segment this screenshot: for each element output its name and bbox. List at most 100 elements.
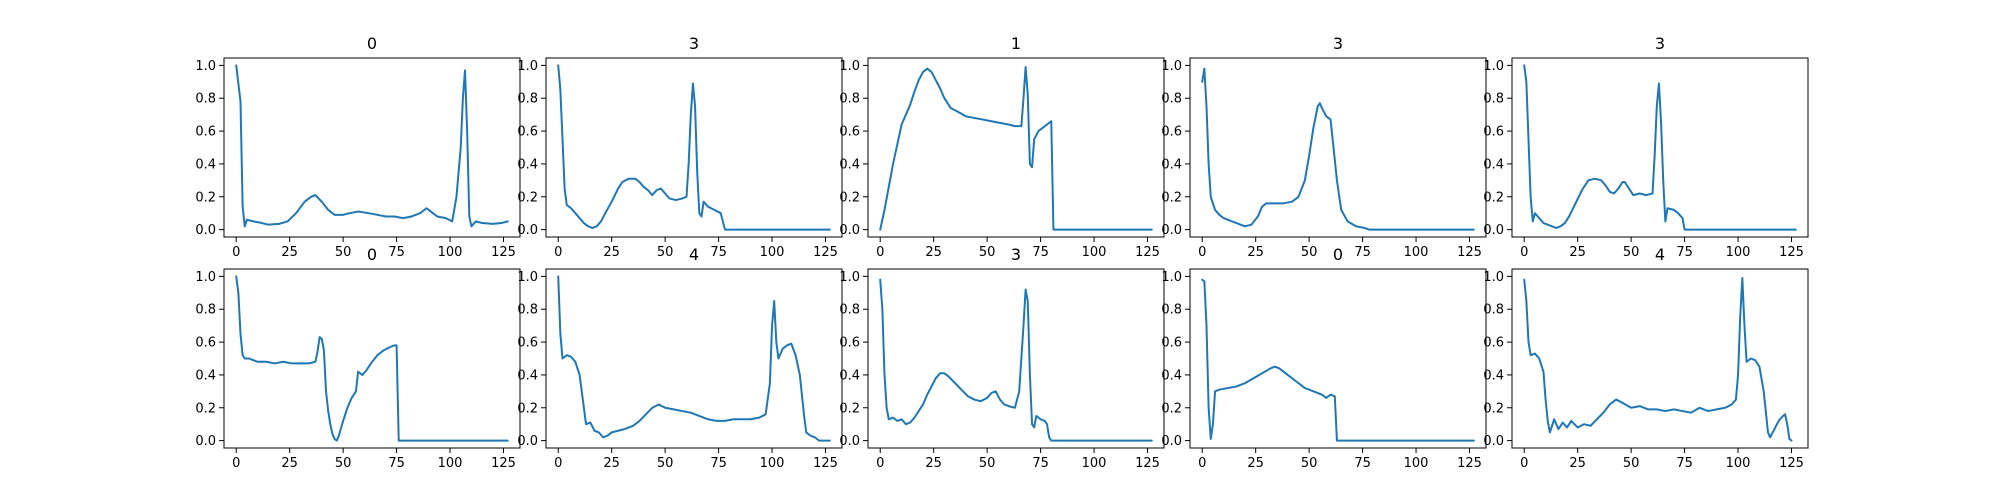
y-tick-label: 0.2 <box>1483 190 1504 205</box>
y-tick-label: 0.0 <box>839 434 860 449</box>
y-tick-label: 0.6 <box>1483 336 1504 351</box>
subplot-title: 0 <box>1333 245 1343 264</box>
x-tick-label: 50 <box>335 245 352 260</box>
y-tick-label: 0.8 <box>195 303 216 318</box>
y-tick-label: 0.2 <box>517 190 538 205</box>
x-tick-label: 50 <box>335 456 352 471</box>
y-tick-label: 0.6 <box>517 336 538 351</box>
y-tick-label: 0.4 <box>517 157 538 172</box>
y-tick-label: 0.6 <box>195 336 216 351</box>
x-tick-label: 0 <box>1520 245 1528 260</box>
x-tick-label: 50 <box>979 245 996 260</box>
x-tick-label: 125 <box>491 456 516 471</box>
y-tick-label: 0.6 <box>517 125 538 140</box>
x-tick-label: 50 <box>979 456 996 471</box>
subplot-title: 0 <box>367 245 377 264</box>
x-tick-label: 25 <box>281 456 298 471</box>
y-tick-label: 0.8 <box>839 303 860 318</box>
x-tick-label: 0 <box>232 245 240 260</box>
x-tick-label: 125 <box>1135 456 1160 471</box>
axes-frame <box>545 268 843 449</box>
y-tick-label: 0.4 <box>839 368 860 383</box>
y-tick-label: 0.4 <box>1161 157 1182 172</box>
y-tick-label: 0.2 <box>195 401 216 416</box>
y-tick-label: 0.0 <box>195 223 216 238</box>
axes-frame <box>545 57 843 238</box>
subplot-title: 4 <box>1655 245 1665 264</box>
axes-frame <box>1189 57 1487 238</box>
subplot-title: 0 <box>367 34 377 53</box>
x-tick-label: 125 <box>1779 456 1804 471</box>
subplot-title: 3 <box>1011 245 1021 264</box>
x-tick-label: 25 <box>603 456 620 471</box>
x-tick-label: 50 <box>657 456 674 471</box>
x-tick-label: 50 <box>657 245 674 260</box>
y-tick-label: 0.8 <box>1483 92 1504 107</box>
series-line <box>1201 278 1475 442</box>
x-tick-label: 0 <box>1198 456 1206 471</box>
y-tick-label: 0.0 <box>517 223 538 238</box>
y-tick-label: 1.0 <box>517 59 538 74</box>
x-tick-label: 75 <box>1032 245 1049 260</box>
x-tick-label: 100 <box>1082 245 1107 260</box>
x-tick-label: 125 <box>1457 456 1482 471</box>
y-tick-label: 0.8 <box>1161 303 1182 318</box>
x-tick-label: 25 <box>1569 245 1586 260</box>
axes-frame <box>1511 57 1809 238</box>
axes-frame <box>1511 268 1809 449</box>
y-tick-label: 0.8 <box>1483 303 1504 318</box>
y-tick-label: 0.6 <box>1161 125 1182 140</box>
y-tick-label: 0.6 <box>195 125 216 140</box>
y-tick-label: 1.0 <box>517 270 538 285</box>
series-line <box>557 275 831 442</box>
x-tick-label: 0 <box>554 245 562 260</box>
x-tick-label: 125 <box>813 456 838 471</box>
y-tick-label: 0.2 <box>1483 401 1504 416</box>
y-tick-label: 0.2 <box>839 190 860 205</box>
subplot-title: 3 <box>689 34 699 53</box>
y-tick-label: 0.0 <box>1483 434 1504 449</box>
x-tick-label: 100 <box>760 456 785 471</box>
subplot-title: 1 <box>1011 34 1021 53</box>
subplot-2: 3 0 25 50 75 100 125 0.0 0.2 0.4 0.6 0.8 1.0 <box>517 34 843 260</box>
x-tick-label: 25 <box>925 245 942 260</box>
series-line <box>879 278 1153 442</box>
y-tick-label: 0.4 <box>1483 157 1504 172</box>
x-tick-label: 75 <box>1032 456 1049 471</box>
y-tick-label: 0.8 <box>1161 92 1182 107</box>
y-tick-label: 0.4 <box>195 368 216 383</box>
x-tick-label: 125 <box>1135 245 1160 260</box>
x-tick-label: 125 <box>813 245 838 260</box>
subplot-6: 0 0 25 50 75 100 125 0.0 0.2 0.4 0.6 0.8 1.0 <box>195 245 521 471</box>
x-tick-label: 25 <box>925 456 942 471</box>
x-tick-label: 25 <box>1247 245 1264 260</box>
x-tick-label: 25 <box>1569 456 1586 471</box>
x-tick-label: 50 <box>1623 456 1640 471</box>
y-tick-label: 1.0 <box>1161 270 1182 285</box>
axes-frame <box>867 57 1165 238</box>
y-tick-label: 0.4 <box>517 368 538 383</box>
x-tick-label: 75 <box>1676 245 1693 260</box>
y-tick-label: 0.0 <box>1161 434 1182 449</box>
x-tick-label: 0 <box>876 456 884 471</box>
y-tick-label: 1.0 <box>839 59 860 74</box>
y-tick-label: 0.0 <box>839 223 860 238</box>
subplot-5: 3 0 25 50 75 100 125 0.0 0.2 0.4 0.6 0.8 1.0 <box>1483 34 1809 260</box>
y-tick-label: 1.0 <box>195 270 216 285</box>
x-tick-label: 75 <box>388 456 405 471</box>
y-tick-label: 0.2 <box>517 401 538 416</box>
subplot-10: 4 0 25 50 75 100 125 0.0 0.2 0.4 0.6 0.8 1.0 <box>1483 245 1809 471</box>
x-tick-label: 25 <box>281 245 298 260</box>
y-tick-label: 0.0 <box>1483 223 1504 238</box>
y-tick-label: 0.4 <box>1161 368 1182 383</box>
x-tick-label: 75 <box>1354 245 1371 260</box>
y-tick-label: 1.0 <box>1483 59 1504 74</box>
y-tick-label: 0.2 <box>1161 190 1182 205</box>
y-tick-label: 0.8 <box>517 303 538 318</box>
y-tick-label: 0.6 <box>1483 125 1504 140</box>
y-tick-label: 1.0 <box>195 59 216 74</box>
subplot-title: 4 <box>689 245 699 264</box>
subplot-title: 3 <box>1655 34 1665 53</box>
x-tick-label: 75 <box>388 245 405 260</box>
x-tick-label: 0 <box>1520 456 1528 471</box>
